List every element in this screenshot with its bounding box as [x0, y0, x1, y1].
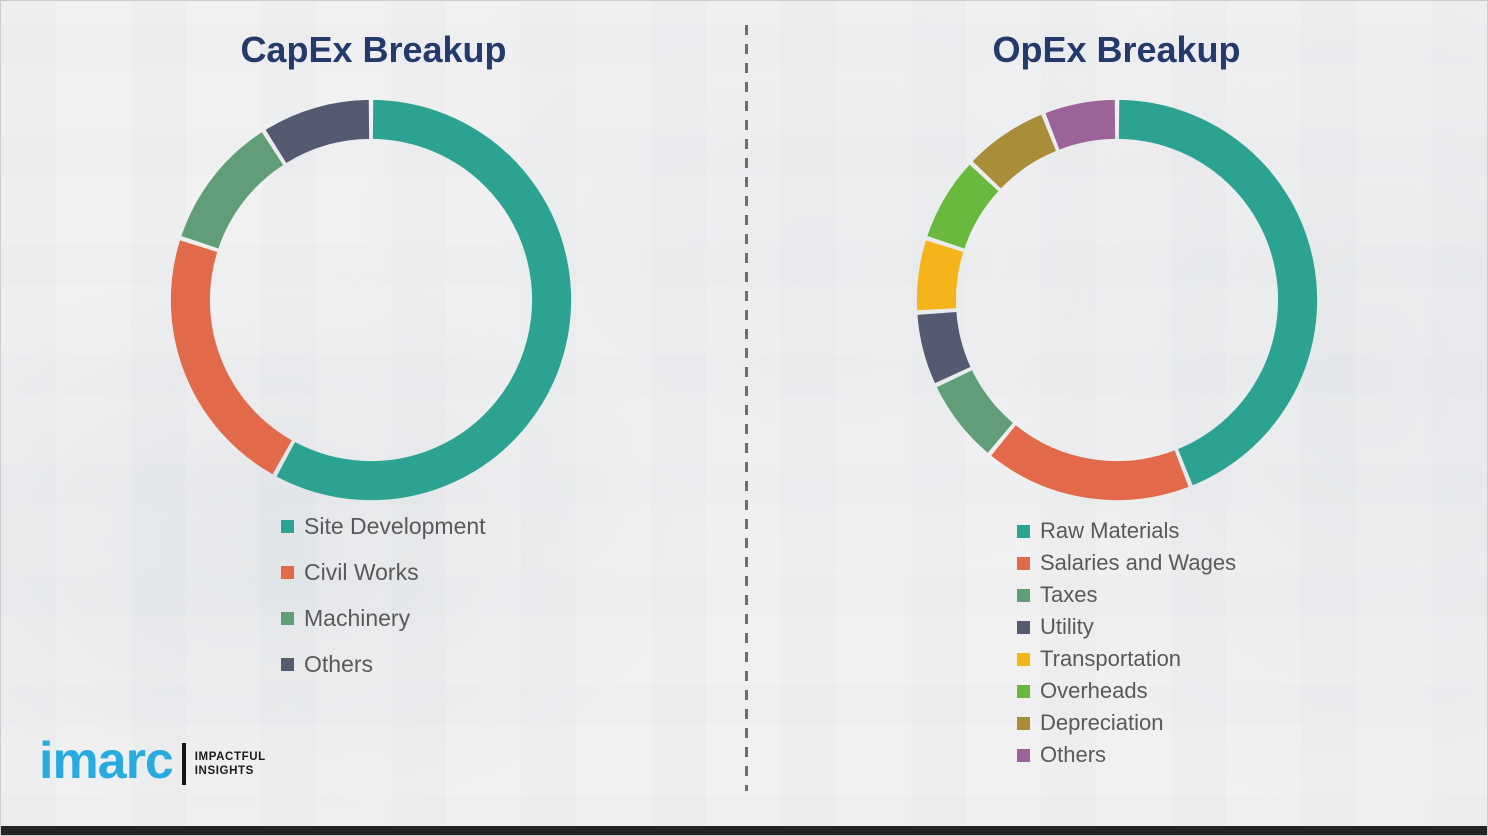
legend-swatch	[281, 658, 294, 671]
legend-swatch	[1017, 748, 1030, 762]
donut-segment-others	[265, 99, 370, 164]
legend-swatch	[1017, 652, 1030, 666]
donut-segment-utility	[917, 311, 971, 384]
capex-chart-title: CapEx Breakup	[240, 29, 507, 70]
legend-label: Taxes	[1040, 582, 1098, 607]
legend-swatch	[1017, 716, 1030, 730]
imarc-wordmark: imarc	[39, 732, 174, 790]
legend-label: Raw Materials	[1040, 518, 1180, 543]
opex-legend: Raw Materials Salaries and Wages Taxes Util…	[1017, 518, 1236, 774]
donut-segment-raw-materials	[1118, 99, 1318, 486]
legend-swatch	[1017, 524, 1030, 538]
donut-segment-transportation	[916, 240, 964, 311]
legend-item-site-development: Site Development	[281, 513, 486, 540]
donut-segment-taxes	[936, 369, 1014, 453]
legend-label: Salaries and Wages	[1040, 550, 1237, 575]
legend-swatch	[1017, 620, 1030, 634]
donut-segment-salaries-and-wages	[991, 425, 1189, 501]
legend-item-depreciation: Depreciation	[1017, 710, 1236, 736]
donut-segment-depreciation	[972, 114, 1057, 189]
legend-item-civil-works: Civil Works	[281, 559, 486, 586]
legend-swatch	[281, 566, 294, 579]
opex-chart-title: OpEx Breakup	[992, 29, 1241, 70]
legend-swatch	[281, 612, 294, 625]
logo-tagline-line1: IMPACTFUL	[194, 750, 266, 763]
legend-item-raw-materials: Raw Materials	[1017, 518, 1236, 544]
capex-donut-chart	[170, 99, 572, 501]
legend-label: Utility	[1040, 614, 1094, 639]
logo-tagline-line2: INSIGHTS	[194, 765, 254, 777]
legend-swatch	[1017, 684, 1030, 698]
legend-item-salaries-and-wages: Salaries and Wages	[1017, 550, 1236, 576]
vertical-dashed-divider	[745, 25, 748, 791]
legend-swatch	[1017, 588, 1030, 602]
donut-segment-site-development	[276, 99, 572, 501]
imarc-logo: imarc IMPACTFUL INSIGHTS	[39, 735, 266, 787]
opex-donut-chart	[916, 99, 1318, 501]
legend-label: Others	[304, 651, 374, 677]
legend-item-machinery: Machinery	[281, 605, 486, 632]
legend-item-others: Others	[1017, 742, 1236, 768]
donut-segment-civil-works	[170, 240, 293, 475]
legend-label: Site Development	[304, 513, 486, 539]
legend-label: Others	[1040, 742, 1107, 767]
legend-item-utility: Utility	[1017, 614, 1236, 640]
legend-label: Machinery	[304, 605, 411, 631]
capex-legend: Site Development Civil Works Machinery Othe…	[281, 513, 486, 697]
donut-segment-machinery	[181, 132, 284, 249]
legend-item-taxes: Taxes	[1017, 582, 1236, 608]
legend-label: Transportation	[1040, 646, 1182, 671]
donut-segment-others	[1045, 99, 1116, 150]
legend-label: Overheads	[1040, 678, 1148, 703]
legend-item-transportation: Transportation	[1017, 646, 1236, 672]
donut-segment-overheads	[927, 164, 999, 249]
legend-swatch	[1017, 556, 1030, 570]
legend-item-overheads: Overheads	[1017, 678, 1236, 704]
legend-swatch	[281, 520, 294, 533]
legend-label: Civil Works	[304, 559, 419, 585]
legend-label: Depreciation	[1040, 710, 1164, 735]
bottom-border-bar	[1, 826, 1487, 835]
legend-item-others: Others	[281, 651, 486, 678]
logo-divider-bar	[181, 743, 186, 785]
logo-tagline: IMPACTFUL INSIGHTS	[195, 750, 266, 779]
